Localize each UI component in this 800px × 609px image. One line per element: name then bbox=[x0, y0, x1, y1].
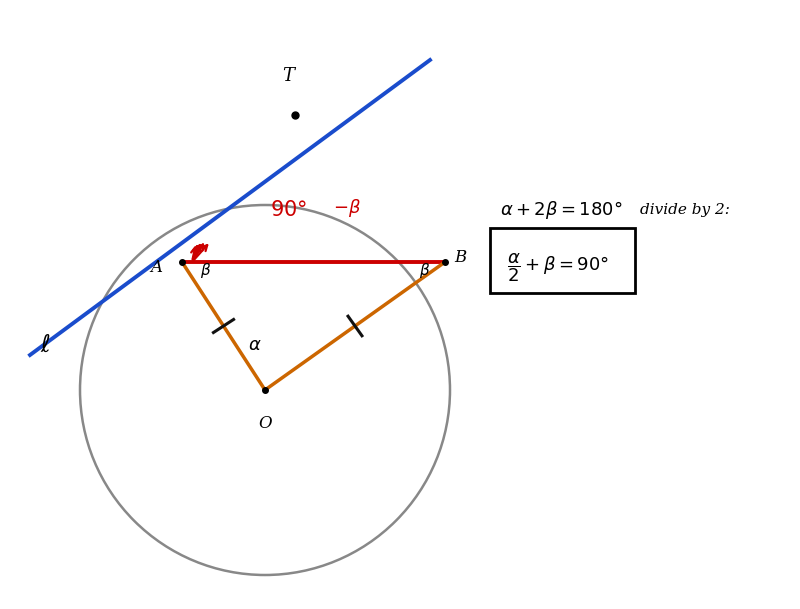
Text: B: B bbox=[454, 250, 466, 267]
Text: $\beta$: $\beta$ bbox=[200, 261, 211, 280]
Text: O: O bbox=[258, 415, 272, 432]
Bar bbox=[490, 228, 635, 293]
Text: T: T bbox=[282, 67, 294, 85]
Text: $90°$: $90°$ bbox=[270, 200, 307, 220]
Text: $\beta$: $\beta$ bbox=[418, 261, 430, 280]
Text: $\ell$: $\ell$ bbox=[40, 334, 50, 356]
Text: $\dfrac{\alpha}{2} + \beta = 90°$: $\dfrac{\alpha}{2} + \beta = 90°$ bbox=[507, 252, 609, 284]
Text: $-\beta$: $-\beta$ bbox=[333, 197, 361, 219]
Text: divide by 2:: divide by 2: bbox=[640, 203, 730, 217]
Text: $\alpha$: $\alpha$ bbox=[248, 336, 262, 354]
Text: A: A bbox=[150, 259, 162, 276]
Text: $\alpha + 2\beta = 180°$: $\alpha + 2\beta = 180°$ bbox=[500, 199, 622, 221]
